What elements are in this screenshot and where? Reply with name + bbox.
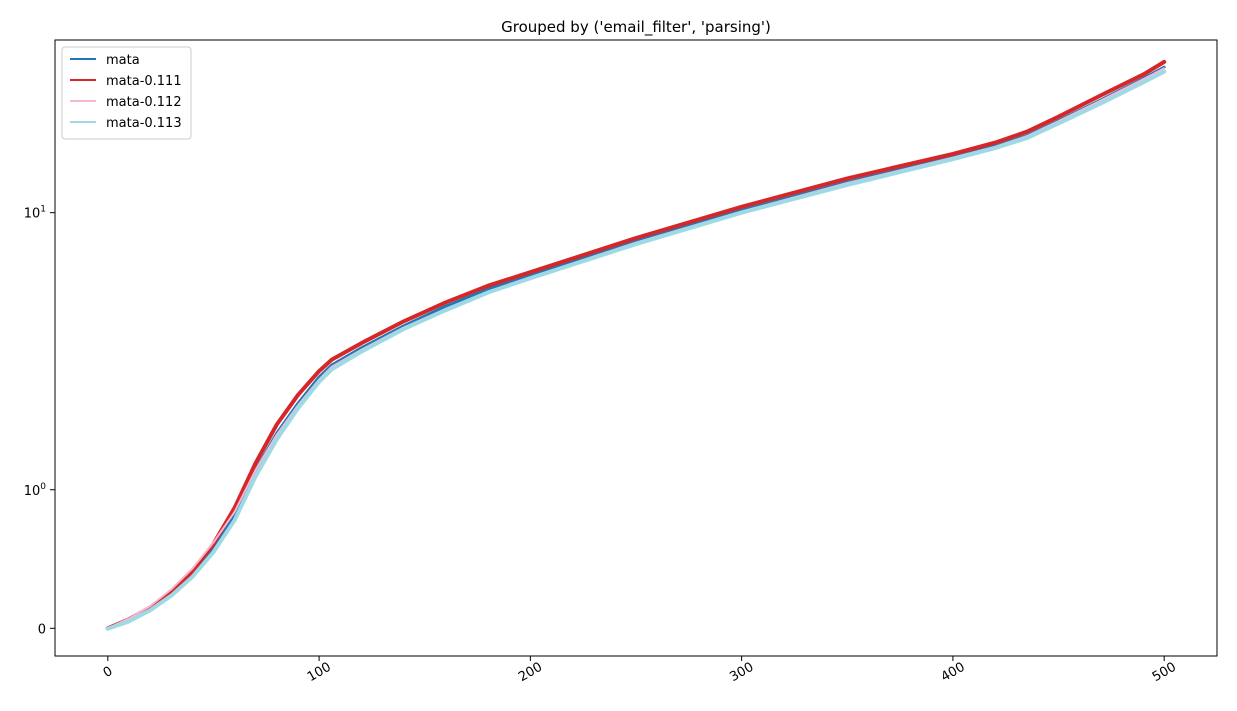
x-tick-label: 400 [939, 660, 968, 685]
x-tick-label: 0 [101, 664, 116, 681]
y-tick-label: 101 [24, 205, 46, 222]
series-line-2 [106, 67, 1166, 630]
series-line-1 [105, 59, 1167, 631]
series-line-0 [106, 65, 1166, 630]
legend-box [61, 46, 192, 140]
x-tick-label: 200 [516, 660, 545, 685]
legend-label: mata-0.113 [106, 116, 182, 131]
legend-label: mata-0.112 [106, 95, 182, 110]
series-layer [105, 59, 1167, 631]
x-axis: 0 100 200 300 400 500 [101, 656, 1179, 685]
x-tick-label: 500 [1150, 660, 1179, 685]
chart-title: Grouped by ('email_filter', 'parsing') [501, 18, 771, 37]
legend-label: mata-0.111 [106, 74, 182, 89]
y-tick-label: 0 [38, 622, 46, 637]
y-tick-label: 100 [24, 482, 47, 499]
legend: mata mata-0.111 mata-0.112 mata-0.113 [61, 46, 192, 140]
legend-label: mata [106, 53, 140, 68]
y-axis: 0 100 101 [24, 205, 55, 637]
x-tick-label: 300 [727, 660, 756, 685]
series-line-3 [105, 69, 1167, 631]
x-tick-label: 100 [305, 660, 334, 685]
plot-frame [54, 39, 1218, 657]
